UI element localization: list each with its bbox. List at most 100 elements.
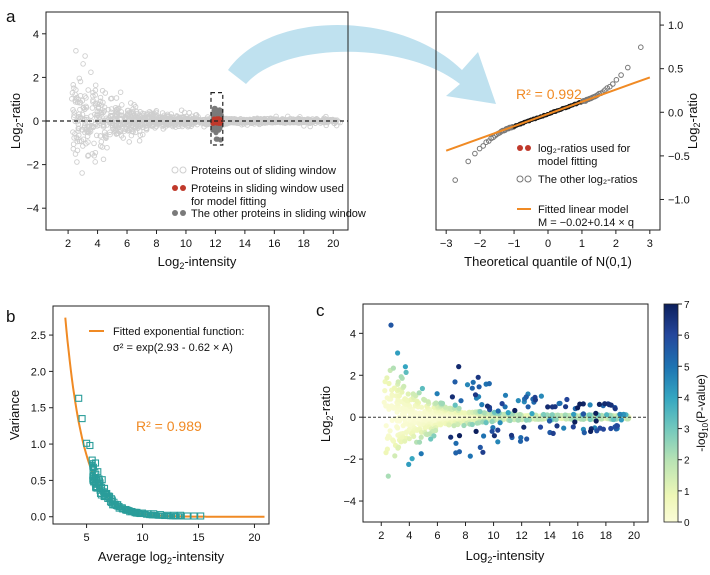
x-tick-label: 20 [628, 530, 640, 542]
x-tick-label: 3 [647, 238, 653, 250]
legend-marker [171, 166, 179, 174]
point-c [587, 402, 593, 408]
point-out-window [137, 123, 144, 129]
point-out-window [136, 138, 143, 144]
point-c [477, 408, 483, 415]
variance-point [104, 492, 112, 500]
legend-text: σ² = exp(2.93 - 0.62 × A) [113, 342, 233, 354]
point-c [406, 461, 412, 467]
point-c [400, 405, 406, 411]
frame-a-right [435, 11, 661, 231]
point-c [448, 434, 454, 440]
point-out-window [186, 110, 193, 116]
point-c [486, 381, 492, 387]
x-tick-label: 6 [124, 238, 130, 250]
point-out-window [92, 111, 98, 118]
point-out-window [138, 120, 145, 126]
point-c [383, 450, 389, 456]
colorbar-tick-label: 7 [684, 300, 690, 311]
point-c [461, 422, 467, 429]
x-tick-label: 12 [516, 530, 528, 542]
x-tick-label: 6 [434, 530, 440, 542]
point-out-window [230, 119, 236, 125]
point-c [395, 397, 401, 403]
variance-point [197, 512, 205, 520]
point-out-window [103, 135, 109, 141]
point-c [555, 412, 561, 418]
variance-point [118, 505, 126, 513]
frame-c [362, 303, 649, 523]
y-tick-label: 1.5 [31, 403, 46, 415]
point-c [388, 322, 394, 328]
point-out-window [297, 118, 303, 124]
ticks-qq: −3 −2 −1 0 1 2 3 −1.0 −0.5 0.0 0.5 1.0 [440, 20, 690, 250]
legend-text: Proteins out of sliding window [191, 165, 336, 177]
point-c [545, 404, 551, 410]
point-c [532, 397, 539, 403]
point-c [593, 418, 599, 424]
variance-point [78, 415, 86, 423]
qq-point-other [625, 64, 631, 71]
variance-point [96, 490, 103, 497]
point-c [428, 436, 434, 442]
point-c [421, 396, 427, 402]
point-out-window [74, 147, 81, 154]
point-c [446, 422, 452, 428]
point-c [456, 364, 462, 370]
point-c [604, 412, 610, 418]
point-out-window [239, 121, 245, 128]
point-out-window [98, 102, 105, 109]
point-out-window [84, 128, 90, 135]
point-c [502, 392, 509, 398]
colorbar-tick-label: 0 [684, 518, 690, 529]
point-out-window [90, 123, 97, 130]
point-c [398, 374, 404, 380]
x-tick-label: 14 [239, 238, 251, 250]
x-tick-label: 1 [579, 238, 585, 250]
point-out-window [81, 122, 88, 129]
point-c [383, 423, 389, 429]
variance-point [175, 513, 182, 520]
variance-point [170, 511, 178, 519]
point-c [606, 402, 612, 408]
point-c [473, 428, 479, 434]
point-c [389, 403, 395, 409]
point-c [403, 369, 409, 375]
point-c [404, 429, 410, 435]
point-c [617, 411, 623, 417]
point-out-window [85, 87, 91, 93]
y-tick-label: 0.5 [31, 475, 46, 487]
point-out-window [178, 122, 185, 128]
point-out-window [117, 128, 124, 135]
r2-qq: R² = 0.992 [516, 86, 582, 102]
point-out-window [152, 125, 158, 131]
point-out-window [113, 95, 120, 101]
y-tick-label: 2 [350, 370, 356, 382]
point-c [550, 430, 556, 436]
y-tick-label: 0 [33, 116, 39, 128]
point-out-window [85, 152, 92, 158]
point-out-window [88, 69, 94, 75]
x-tick-label: 10 [180, 238, 192, 250]
y-tick-label: 2.5 [31, 330, 46, 342]
legend-text: Proteins in sliding window used [191, 183, 344, 195]
point-out-window [178, 107, 185, 113]
point-out-window [139, 112, 146, 119]
point-c [419, 404, 425, 410]
point-c [562, 412, 568, 418]
point-out-window [148, 110, 154, 116]
point-c [489, 419, 495, 425]
colorbar-ticks: 0 1 2 3 4 5 6 7 [678, 300, 690, 529]
point-c [395, 425, 401, 431]
point-c [475, 374, 481, 380]
plot-a-right: −3 −2 −1 0 1 2 3 −1.0 −0.5 0.0 0.5 1.0 R² = 0.992 l… [435, 11, 702, 269]
qq-point-other [613, 77, 620, 83]
x-tick-label: 15 [192, 532, 204, 544]
qq-point-other [452, 177, 459, 183]
legend-text: model fitting [538, 156, 597, 168]
point-out-window [92, 159, 98, 165]
point-out-window [126, 139, 132, 145]
point-out-window [108, 95, 114, 102]
